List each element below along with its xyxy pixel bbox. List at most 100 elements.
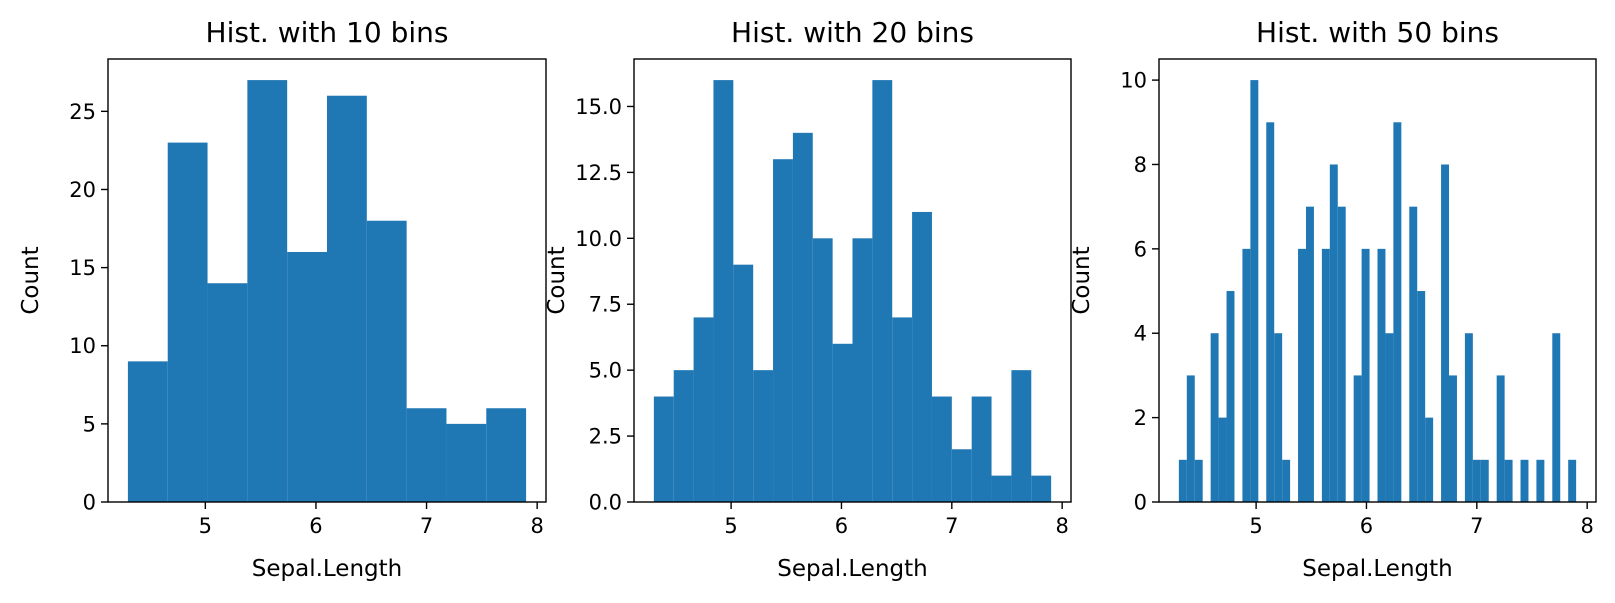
histogram-bar <box>1393 122 1401 502</box>
histogram-bar <box>1497 375 1505 502</box>
histogram-bar <box>853 238 873 502</box>
y-axis-label: Count <box>544 246 570 314</box>
x-tick-label: 7 <box>945 514 958 538</box>
histogram-bar <box>1536 460 1544 502</box>
histogram-bar <box>813 238 833 502</box>
histogram-bar <box>1465 333 1473 502</box>
y-tick-label: 15 <box>69 256 96 280</box>
histogram-bar <box>1338 207 1346 502</box>
chart-title: Hist. with 20 bins <box>731 16 974 49</box>
histogram-bar <box>1011 370 1031 502</box>
histogram-bar <box>1481 460 1489 502</box>
x-tick-label: 8 <box>1055 514 1068 538</box>
chart-title: Hist. with 10 bins <box>206 16 449 49</box>
histogram-bar <box>1266 122 1274 502</box>
histogram-bar <box>1250 80 1258 502</box>
histogram-panel-50-bins: 5 6 7 8 0 2 4 6 8 10 Hist. with 50 bins Sepal.Lengt… <box>1069 16 1596 582</box>
y-tick-label: 25 <box>69 100 96 124</box>
y-tick-label: 4 <box>1134 322 1147 346</box>
histogram-bar <box>1449 375 1457 502</box>
x-tick-label: 6 <box>835 514 848 538</box>
y-tick-label: 20 <box>69 178 96 202</box>
histogram-bar <box>1227 291 1235 502</box>
histogram-bar <box>327 96 367 502</box>
histogram-bar <box>1354 375 1362 502</box>
histogram-bar <box>168 143 208 502</box>
histogram-bar <box>733 265 753 502</box>
histogram-bar <box>912 212 932 502</box>
histogram-bar <box>674 370 694 502</box>
histogram-bar <box>892 317 912 502</box>
y-tick-label: 0 <box>1134 491 1147 515</box>
y-tick-label: 5 <box>83 412 96 436</box>
x-tick-label: 6 <box>1360 514 1373 538</box>
histogram-bar <box>1568 460 1576 502</box>
histogram-bar <box>128 361 168 502</box>
histogram-bar <box>1521 460 1529 502</box>
histogram-bar <box>773 159 793 502</box>
histogram-bar <box>1505 460 1513 502</box>
x-tick-label: 5 <box>199 514 212 538</box>
histogram-bar <box>1378 249 1386 502</box>
y-tick-label: 5.0 <box>589 359 622 383</box>
histogram-bar <box>1425 418 1433 502</box>
histogram-bar <box>1409 207 1417 502</box>
histogram-bar <box>972 397 992 502</box>
y-tick-label: 2 <box>1134 406 1147 430</box>
histogram-bar <box>446 424 486 502</box>
x-tick-label: 5 <box>724 514 737 538</box>
histogram-bar <box>287 252 327 502</box>
histogram-bar <box>1473 460 1481 502</box>
histogram-bar <box>1274 333 1282 502</box>
histogram-bar <box>1282 460 1290 502</box>
y-tick-label: 8 <box>1134 153 1147 177</box>
histogram-bar <box>1187 375 1195 502</box>
y-tick-label: 2.5 <box>589 425 622 449</box>
histogram-bar <box>1417 291 1425 502</box>
histogram-bar <box>1552 333 1560 502</box>
histogram-bar <box>1195 460 1203 502</box>
histogram-bar <box>872 80 892 502</box>
y-axis-label: Count <box>18 246 44 314</box>
histogram-bar <box>367 221 407 502</box>
y-tick-label: 10.0 <box>575 227 622 251</box>
histogram-bar <box>1211 333 1219 502</box>
histogram-bar <box>992 476 1012 502</box>
x-tick-label: 7 <box>420 514 433 538</box>
histogram-bar <box>1242 249 1250 502</box>
histogram-bar <box>932 397 952 502</box>
histogram-panel-20-bins: 5 6 7 8 0.0 2.5 5.0 7.5 10.0 12.5 15.0 Hist. with 2… <box>544 16 1071 582</box>
y-tick-label: 6 <box>1134 237 1147 261</box>
histogram-bar <box>1441 164 1449 502</box>
histogram-bar <box>486 408 526 502</box>
histogram-bar <box>1385 333 1393 502</box>
y-tick-label: 0.0 <box>589 491 622 515</box>
histogram-bar <box>694 317 714 502</box>
y-tick-label: 0 <box>83 491 96 515</box>
x-axis-label: Sepal.Length <box>1302 556 1452 582</box>
histogram-bar <box>1322 249 1330 502</box>
y-axis-label: Count <box>1069 246 1095 314</box>
histogram-bar <box>1362 249 1370 502</box>
x-tick-label: 8 <box>1580 514 1593 538</box>
histogram-bar <box>247 80 287 502</box>
histogram-bar <box>654 397 674 502</box>
histogram-bar <box>208 283 248 502</box>
x-axis-label: Sepal.Length <box>252 556 402 582</box>
histogram-bar <box>1219 418 1227 502</box>
y-tick-label: 10 <box>69 334 96 358</box>
x-tick-label: 5 <box>1249 514 1262 538</box>
x-axis-label: Sepal.Length <box>777 556 927 582</box>
histogram-bar <box>833 344 853 502</box>
histogram-bar <box>1179 460 1187 502</box>
histogram-bar <box>1330 164 1338 502</box>
x-tick-label: 7 <box>1470 514 1483 538</box>
histogram-bar <box>952 449 972 502</box>
chart-title: Hist. with 50 bins <box>1256 16 1499 49</box>
y-tick-label: 10 <box>1120 69 1147 93</box>
x-tick-label: 6 <box>309 514 322 538</box>
histogram-bar <box>407 408 447 502</box>
x-tick-label: 8 <box>530 514 543 538</box>
histogram-bar <box>753 370 773 502</box>
